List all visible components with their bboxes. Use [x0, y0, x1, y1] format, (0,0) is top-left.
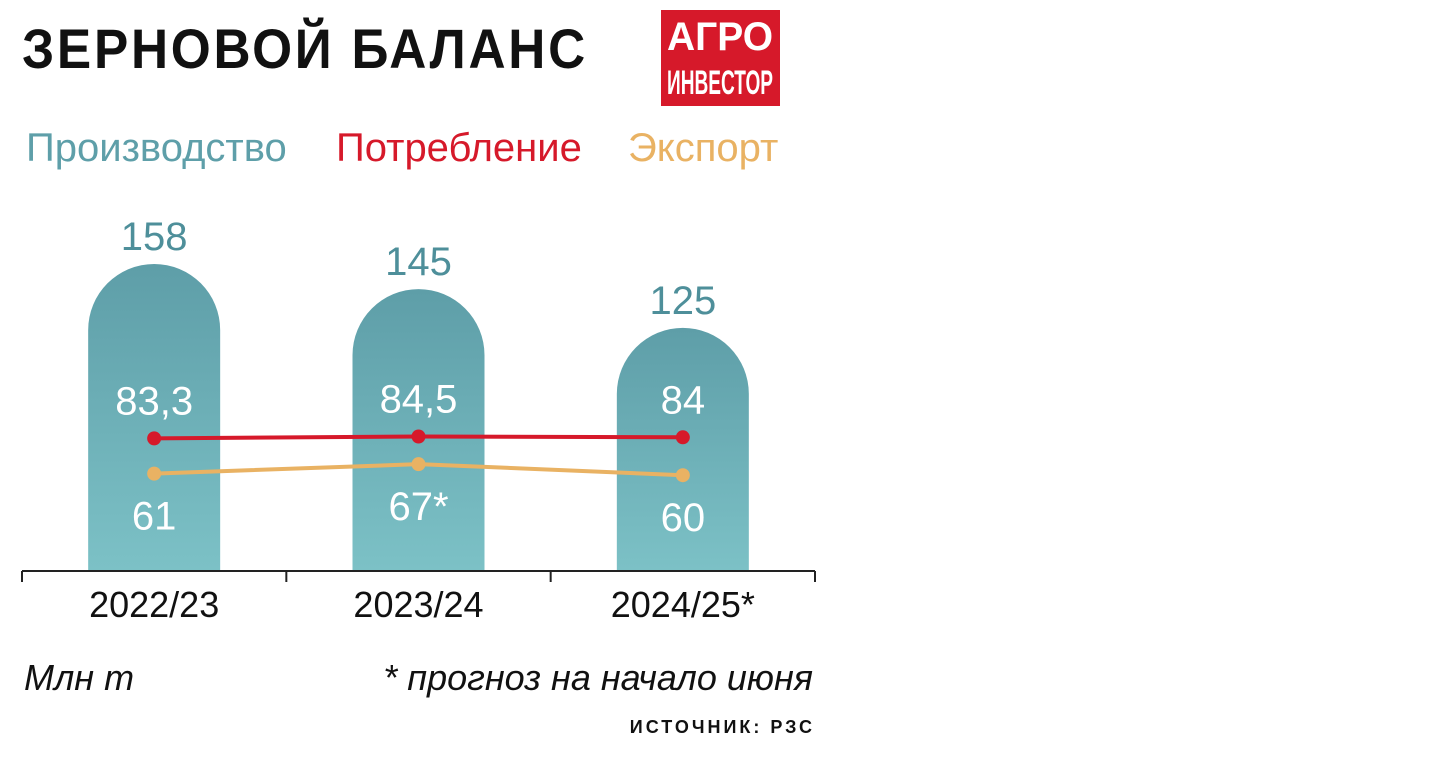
data-label: 145	[385, 240, 452, 284]
point	[411, 457, 426, 472]
data-label: 125	[649, 279, 716, 323]
bar	[616, 327, 749, 570]
logo-box	[661, 10, 780, 106]
point	[675, 468, 690, 483]
data-label: 83,3	[115, 379, 193, 423]
point	[147, 431, 162, 446]
data-label: 84,5	[380, 377, 458, 421]
unit-note: Млн т	[24, 657, 134, 698]
data-label: 158	[121, 215, 188, 259]
logo-text: ИНВЕСТОР	[667, 64, 773, 102]
data-label: 67*	[388, 485, 448, 529]
legend-label: Экспорт	[628, 126, 778, 170]
data-label: 84	[661, 378, 706, 422]
x-tick-label: 2023/24	[353, 584, 483, 625]
point	[411, 429, 426, 444]
source: ИСТОЧНИК: РЗС	[630, 717, 815, 737]
logo-text: АГРО	[667, 15, 773, 59]
footnote: * прогноз на начало июня	[383, 657, 813, 698]
point	[147, 466, 162, 481]
chart-title: ЗЕРНОВОЙ БАЛАНС	[22, 17, 588, 80]
data-label: 60	[661, 496, 706, 540]
bar	[88, 263, 221, 570]
x-tick-label: 2022/23	[89, 584, 219, 625]
legend-label: Производство	[26, 126, 287, 170]
x-tick-label: 2024/25*	[611, 584, 755, 625]
legend-label: Потребление	[336, 126, 582, 170]
data-label: 61	[132, 495, 177, 539]
point	[675, 430, 690, 445]
